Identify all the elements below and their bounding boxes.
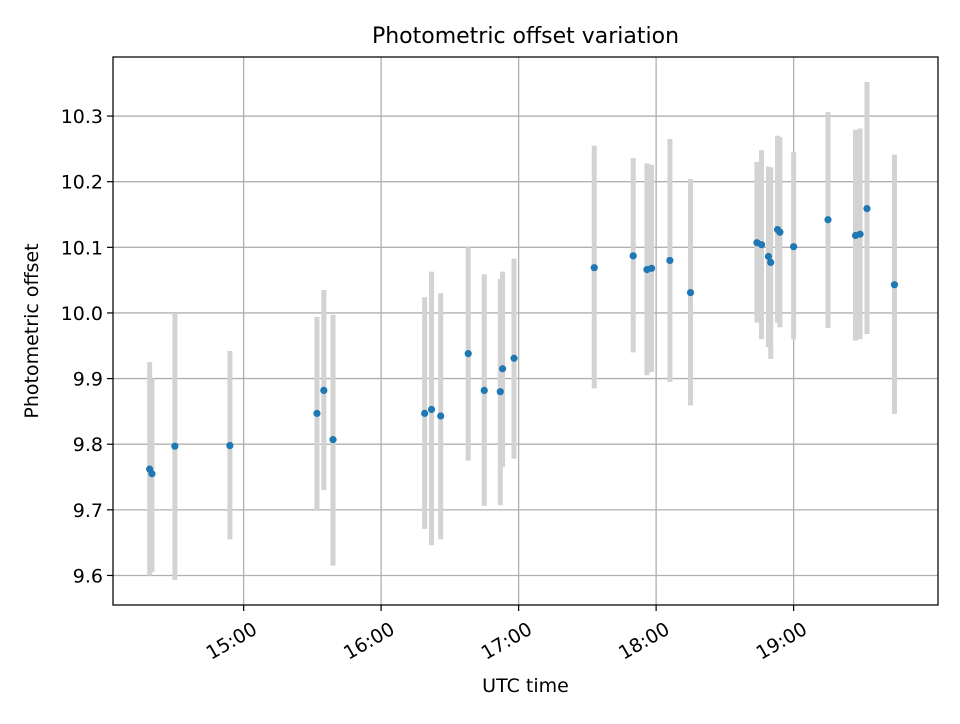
data-point: [510, 354, 518, 362]
data-point: [480, 386, 488, 394]
x-tick-label: 16:00: [340, 618, 398, 664]
data-point: [863, 205, 871, 213]
grid: [113, 57, 938, 605]
y-tick-label: 9.9: [73, 369, 103, 391]
y-tick-label: 10.3: [61, 106, 103, 128]
data-point: [427, 405, 436, 414]
y-tick-label: 10.1: [61, 237, 103, 259]
y-tick-label: 9.6: [73, 565, 103, 587]
data-point: [757, 241, 766, 249]
data-point: [790, 243, 798, 251]
y-tick-label: 10.2: [61, 172, 103, 194]
data-point: [464, 350, 472, 358]
data-point: [890, 281, 899, 289]
chart-title: Photometric offset variation: [372, 24, 679, 49]
x-axis-label: UTC time: [482, 675, 569, 697]
data-point: [421, 409, 429, 417]
y-tick-label: 9.7: [73, 500, 103, 522]
data-point: [313, 409, 321, 417]
data-point: [320, 386, 328, 394]
data-point: [647, 264, 656, 272]
data-point: [767, 258, 775, 267]
data-point: [824, 216, 832, 224]
data-point: [764, 252, 773, 261]
data-point: [498, 365, 507, 373]
data-point: [776, 228, 784, 236]
data-point: [496, 388, 504, 396]
x-tick-label: 19:00: [752, 618, 810, 664]
x-tick-label: 17:00: [477, 618, 535, 664]
data-point: [329, 436, 337, 444]
x-tick-label: 15:00: [202, 618, 260, 664]
data-point: [686, 289, 695, 297]
data-point: [148, 470, 156, 478]
x-tick-label: 18:00: [615, 618, 673, 664]
data-point: [590, 264, 598, 272]
y-tick-label: 10.0: [61, 303, 103, 325]
data-points: [146, 205, 899, 478]
y-axis-label: Photometric offset: [21, 243, 43, 418]
data-point: [629, 252, 637, 260]
plot-area-frame: [112, 56, 939, 606]
data-point: [171, 442, 179, 450]
data-point: [437, 412, 445, 420]
data-point: [666, 256, 674, 265]
error-bars: [147, 81, 897, 581]
data-point: [856, 230, 864, 238]
y-tick-label: 9.8: [73, 434, 103, 456]
data-point: [226, 441, 234, 450]
